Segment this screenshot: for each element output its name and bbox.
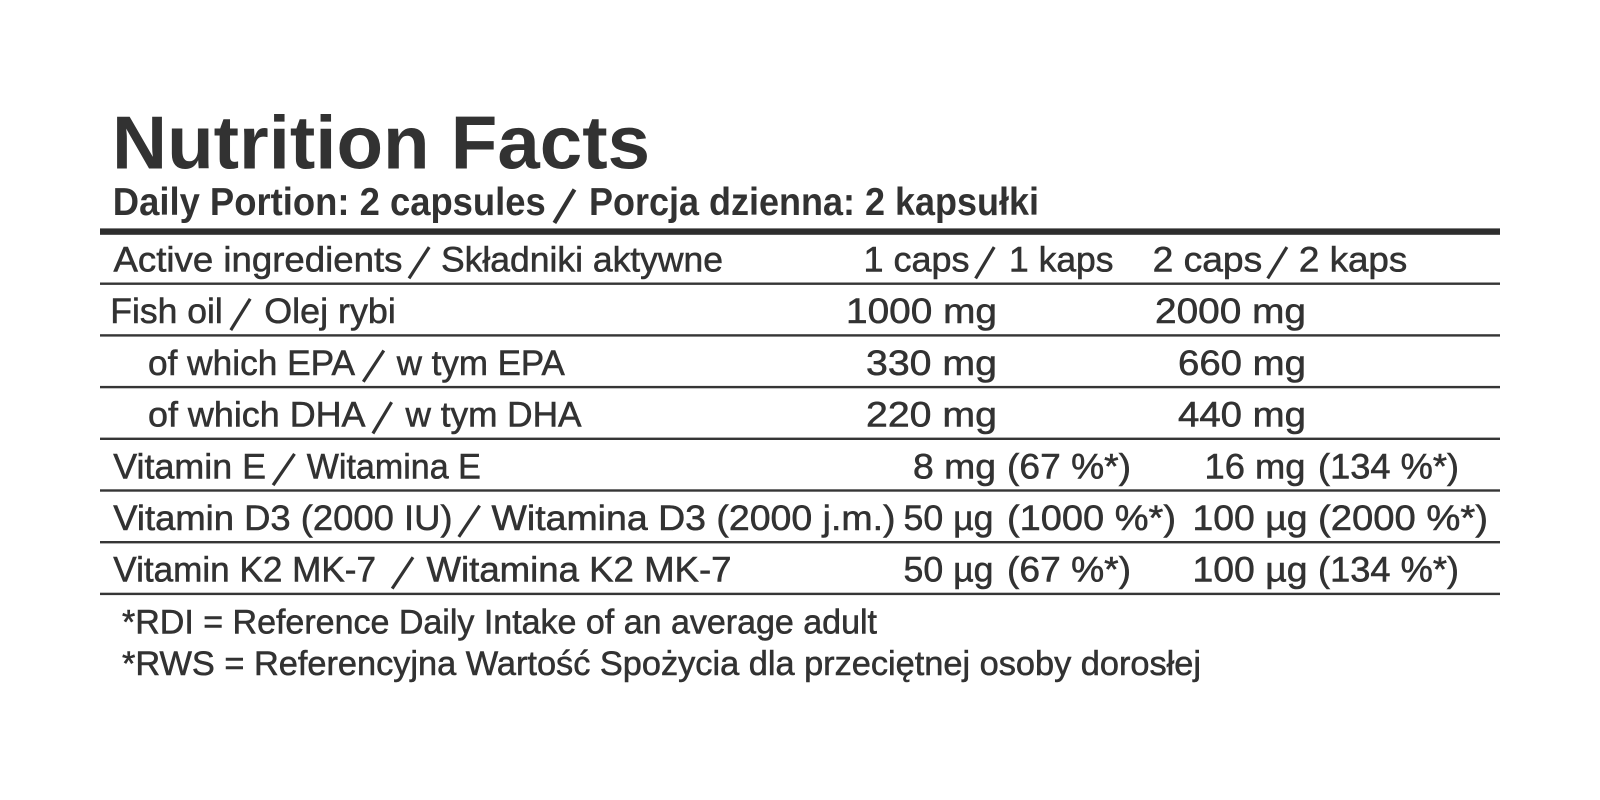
svg-text:Daily Portion: 2 capsules: Daily Portion: 2 capsules [113, 181, 546, 224]
svg-text:(2000 %*): (2000 %*) [1318, 498, 1488, 538]
svg-text:16 mg: 16 mg [1205, 446, 1306, 486]
svg-text:(134 %*): (134 %*) [1318, 550, 1459, 590]
svg-text:of which DHA: of which DHA [148, 395, 366, 435]
svg-text:Witamina K2 MK-7: Witamina K2 MK-7 [427, 550, 732, 590]
svg-text:*RWS = Referencyjna Wartość Sp: *RWS = Referencyjna Wartość Spożycia dla… [122, 645, 1201, 683]
svg-text:Fish oil: Fish oil [110, 291, 223, 331]
svg-text:w tym DHA: w tym DHA [405, 395, 582, 435]
svg-text:of which EPA: of which EPA [148, 343, 355, 383]
svg-text:Nutrition Facts: Nutrition Facts [112, 100, 650, 184]
svg-text:Olej rybi: Olej rybi [264, 291, 396, 331]
svg-text:1 kaps: 1 kaps [1009, 240, 1114, 280]
svg-text:440 mg: 440 mg [1178, 395, 1306, 435]
svg-text:2 caps: 2 caps [1153, 240, 1263, 280]
svg-text:*RDI = Reference Daily Intake: *RDI = Reference Daily Intake of an aver… [122, 604, 878, 642]
svg-text:50 µg: 50 µg [904, 550, 994, 590]
svg-text:2 kaps: 2 kaps [1299, 240, 1407, 280]
svg-text:Vitamin D3 (2000 IU): Vitamin D3 (2000 IU) [113, 498, 452, 538]
svg-text:Witamina E: Witamina E [307, 446, 481, 486]
svg-text:Vitamin E: Vitamin E [113, 446, 266, 486]
svg-text:w tym EPA: w tym EPA [396, 343, 565, 383]
svg-text:1 caps: 1 caps [864, 240, 970, 280]
svg-text:Active ingredients: Active ingredients [114, 240, 403, 280]
svg-text:100 µg: 100 µg [1193, 550, 1308, 590]
svg-text:330 mg: 330 mg [866, 343, 997, 383]
svg-text:100 µg: 100 µg [1193, 498, 1308, 538]
svg-text:2000 mg: 2000 mg [1155, 291, 1306, 331]
svg-text:8 mg: 8 mg [913, 446, 996, 486]
svg-text:(67 %*): (67 %*) [1007, 446, 1131, 486]
svg-text:Składniki aktywne: Składniki aktywne [441, 240, 723, 280]
svg-text:660 mg: 660 mg [1178, 343, 1306, 383]
svg-text:Witamina D3 (2000 j.m.): Witamina D3 (2000 j.m.) [492, 498, 896, 538]
svg-text:1000 mg: 1000 mg [846, 291, 997, 331]
svg-text:220 mg: 220 mg [866, 395, 997, 435]
svg-text:(67 %*): (67 %*) [1007, 550, 1131, 590]
svg-text:(1000 %*): (1000 %*) [1007, 498, 1176, 538]
svg-text:(134 %*): (134 %*) [1318, 446, 1459, 486]
svg-text:Vitamin K2 MK-7: Vitamin K2 MK-7 [113, 550, 376, 590]
svg-text:50 µg: 50 µg [904, 498, 994, 538]
svg-text:Porcja dzienna: 2 kapsułki: Porcja dzienna: 2 kapsułki [589, 181, 1039, 224]
